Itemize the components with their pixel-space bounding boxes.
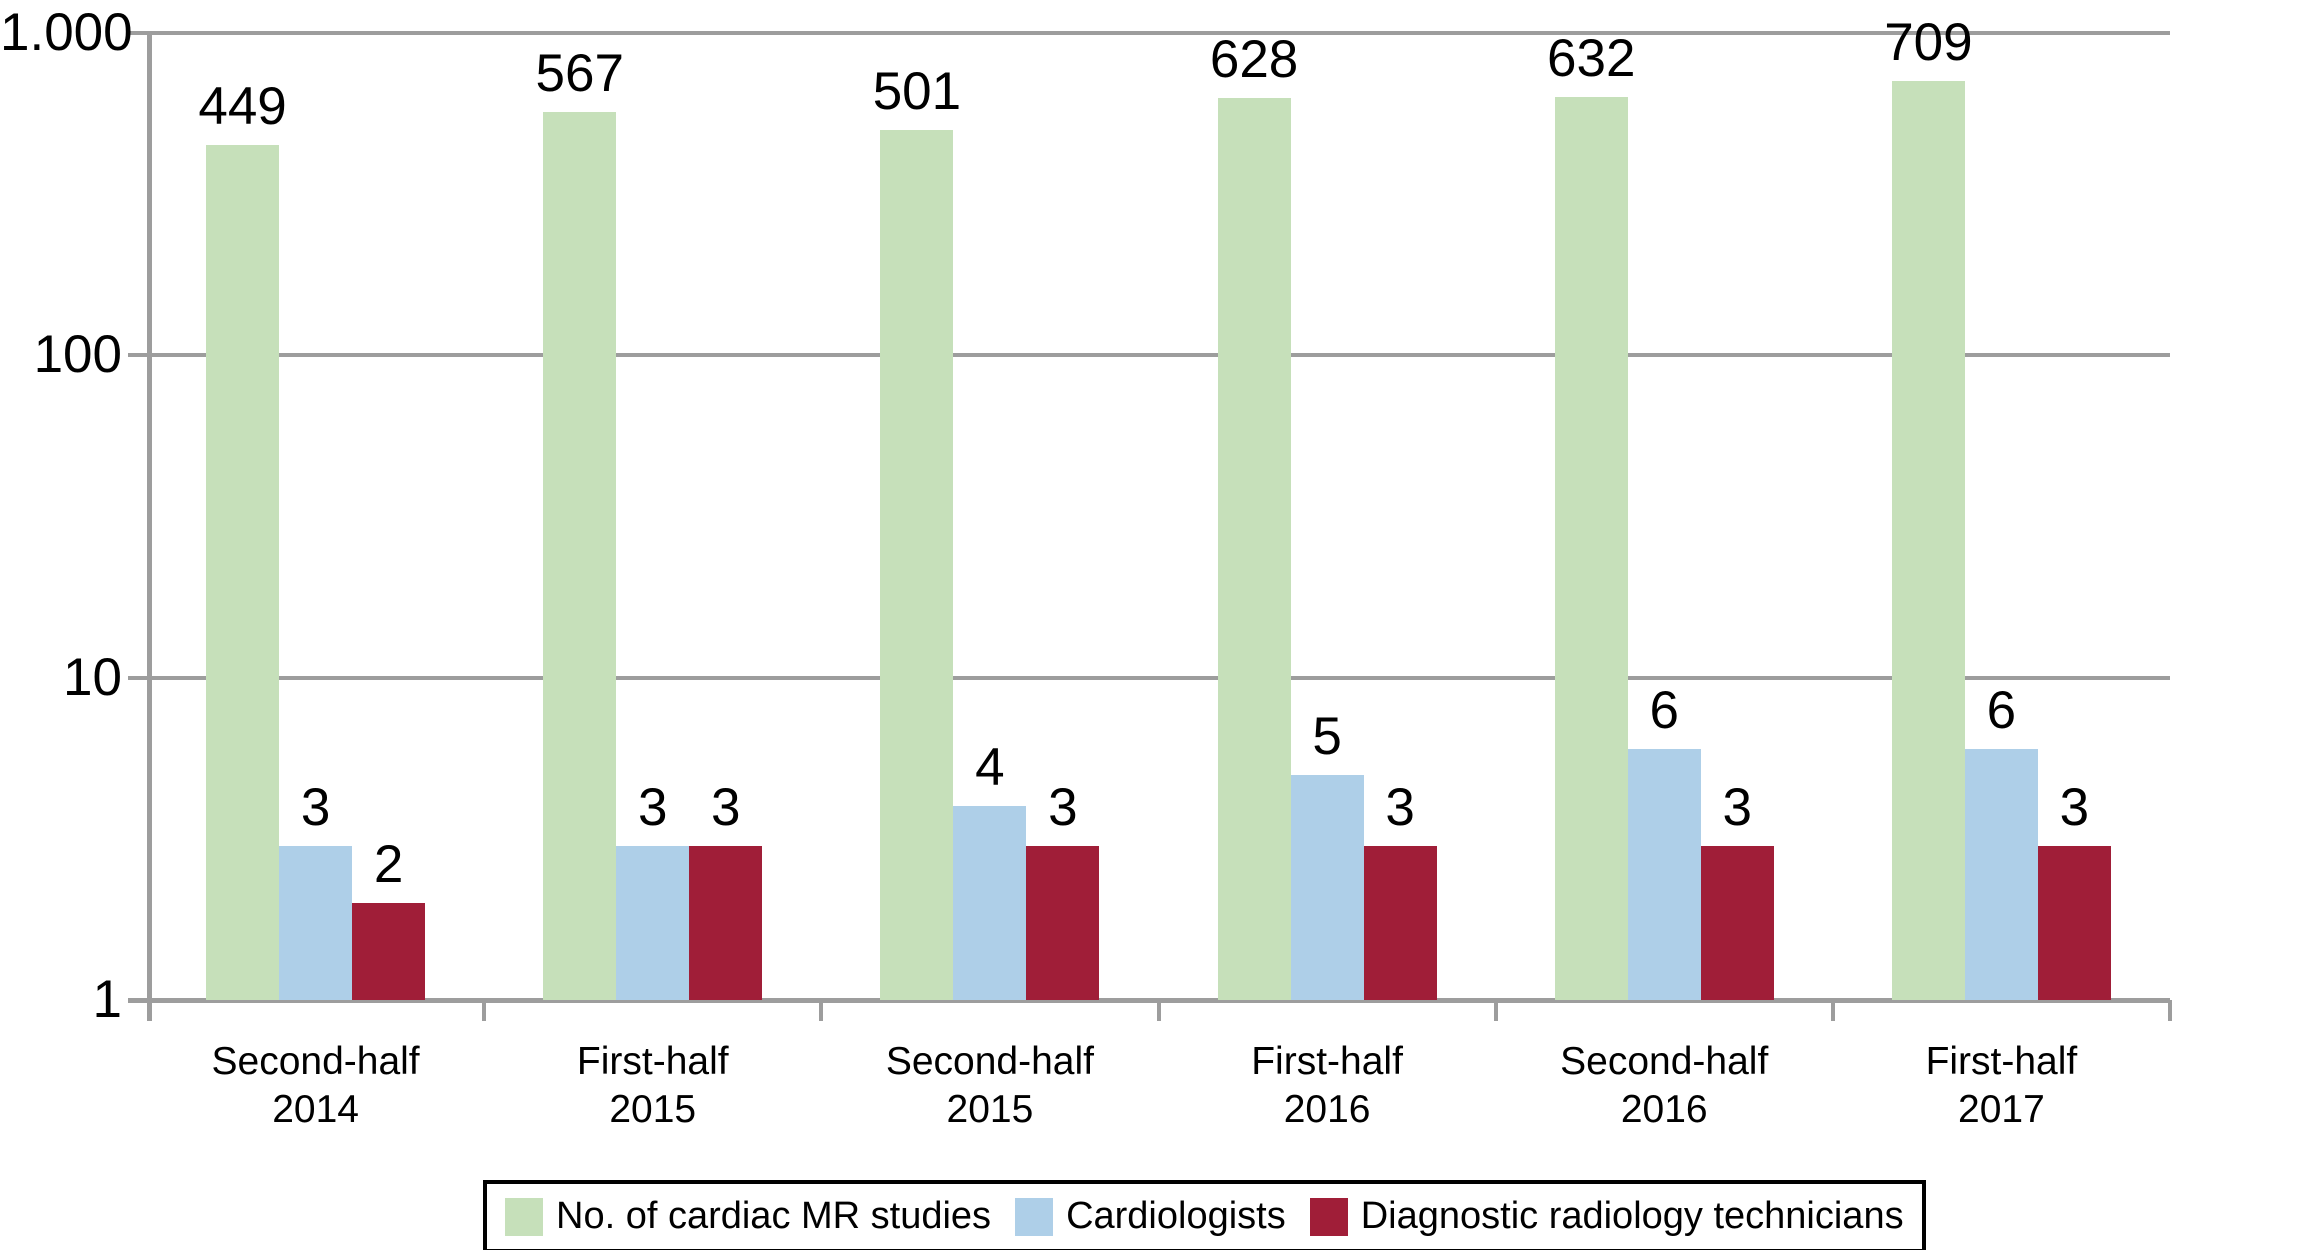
- value-label-cardiologists: 6: [1986, 681, 2017, 741]
- x-axis-tick-mark: [819, 1000, 824, 1021]
- gridline-100: [128, 353, 2170, 358]
- x-axis-category-label: Second-half 2016: [1560, 1040, 1769, 1131]
- x-axis-category-label: First-half 2017: [1925, 1040, 2078, 1131]
- legend-swatch-icon: [505, 1197, 543, 1236]
- bar-cardiologists: [1290, 774, 1364, 1000]
- x-axis-tick-mark: [482, 1000, 487, 1021]
- value-label-diagnostic-radiology-technicians: 3: [1048, 778, 1078, 838]
- value-label-diagnostic-radiology-technicians: 2: [373, 834, 404, 894]
- value-label-no-of-cardiac-mr-studies: 501: [872, 61, 962, 121]
- value-label-cardiologists: 5: [1312, 706, 1342, 766]
- bar-diagnostic-radiology-technicians: [2037, 846, 2111, 1000]
- bar-cardiologists: [1627, 749, 1701, 1000]
- bar-no-of-cardiac-mr-studies: [1554, 97, 1628, 1000]
- x-axis-category-label: Second-half 2015: [885, 1040, 1094, 1131]
- bar-no-of-cardiac-mr-studies: [543, 112, 617, 1000]
- x-axis-category-label: First-half 2015: [576, 1040, 729, 1131]
- value-label-no-of-cardiac-mr-studies: 709: [1884, 13, 1973, 73]
- x-axis-category-label: Second-half 2014: [211, 1040, 420, 1131]
- bar-cardiologists: [279, 846, 353, 1000]
- legend-label: No. of cardiac MR studies: [556, 1195, 992, 1237]
- value-label-no-of-cardiac-mr-studies: 449: [198, 77, 287, 137]
- bar-cardiologists: [953, 805, 1027, 1000]
- value-label-no-of-cardiac-mr-studies: 632: [1547, 29, 1636, 89]
- bar-no-of-cardiac-mr-studies: [206, 145, 280, 1000]
- bar-diagnostic-radiology-technicians: [1363, 846, 1437, 1000]
- bar-no-of-cardiac-mr-studies: [1217, 98, 1291, 1000]
- x-axis-category-label: First-half 2016: [1251, 1040, 1403, 1131]
- gridline-1000: [128, 31, 2170, 35]
- x-axis-line: [128, 998, 2170, 1003]
- legend-swatch-icon: [1309, 1197, 1348, 1236]
- legend: No. of cardiac MR studies Cardiologists Di…: [483, 1180, 1926, 1250]
- bar-cardiologists: [616, 846, 690, 1000]
- value-label-diagnostic-radiology-technicians: 3: [711, 778, 741, 838]
- bar-no-of-cardiac-mr-studies: [1891, 81, 1965, 1000]
- value-label-no-of-cardiac-mr-studies: 567: [535, 44, 624, 104]
- legend-entry-no-of-cardiac-mr-studies: No. of cardiac MR studies: [505, 1195, 991, 1238]
- y-axis-tick-label: 1: [92, 970, 122, 1029]
- x-axis-tick-mark: [1156, 1000, 1161, 1021]
- legend-label: Cardiologists: [1066, 1195, 1286, 1237]
- gridline-10: [128, 675, 2170, 680]
- x-axis-tick-mark: [2168, 1000, 2172, 1021]
- bar-cardiologists: [1964, 749, 2038, 1000]
- y-axis-line: [147, 31, 152, 1021]
- bar-diagnostic-radiology-technicians: [1700, 846, 1774, 1000]
- value-label-cardiologists: 4: [975, 737, 1005, 797]
- legend-label: Diagnostic radiology technicians: [1360, 1195, 1904, 1237]
- bar-diagnostic-radiology-technicians: [1026, 846, 1100, 1000]
- value-label-diagnostic-radiology-technicians: 3: [1385, 778, 1415, 838]
- value-label-no-of-cardiac-mr-studies: 628: [1209, 30, 1299, 90]
- x-axis-tick-mark: [1493, 1000, 1498, 1021]
- value-label-cardiologists: 3: [300, 778, 331, 838]
- value-label-diagnostic-radiology-technicians: 3: [1722, 778, 1752, 838]
- value-label-diagnostic-radiology-technicians: 3: [2059, 778, 2090, 838]
- legend-swatch-icon: [1015, 1197, 1054, 1236]
- bar-diagnostic-radiology-technicians: [689, 846, 763, 1000]
- y-axis-tick-label: 100: [33, 325, 122, 385]
- bar-no-of-cardiac-mr-studies: [880, 129, 954, 1000]
- legend-entry-diagnostic-radiology-technicians: Diagnostic radiology technicians: [1309, 1195, 1904, 1238]
- value-label-cardiologists: 3: [638, 778, 668, 838]
- legend-entry-cardiologists: Cardiologists: [1015, 1195, 1286, 1238]
- x-axis-tick-mark: [1830, 1000, 1835, 1021]
- y-axis-tick-label: 10: [63, 647, 122, 707]
- value-label-cardiologists: 6: [1649, 681, 1679, 741]
- y-axis-tick-label: 1.000: [0, 3, 133, 62]
- bar-diagnostic-radiology-technicians: [352, 902, 426, 1000]
